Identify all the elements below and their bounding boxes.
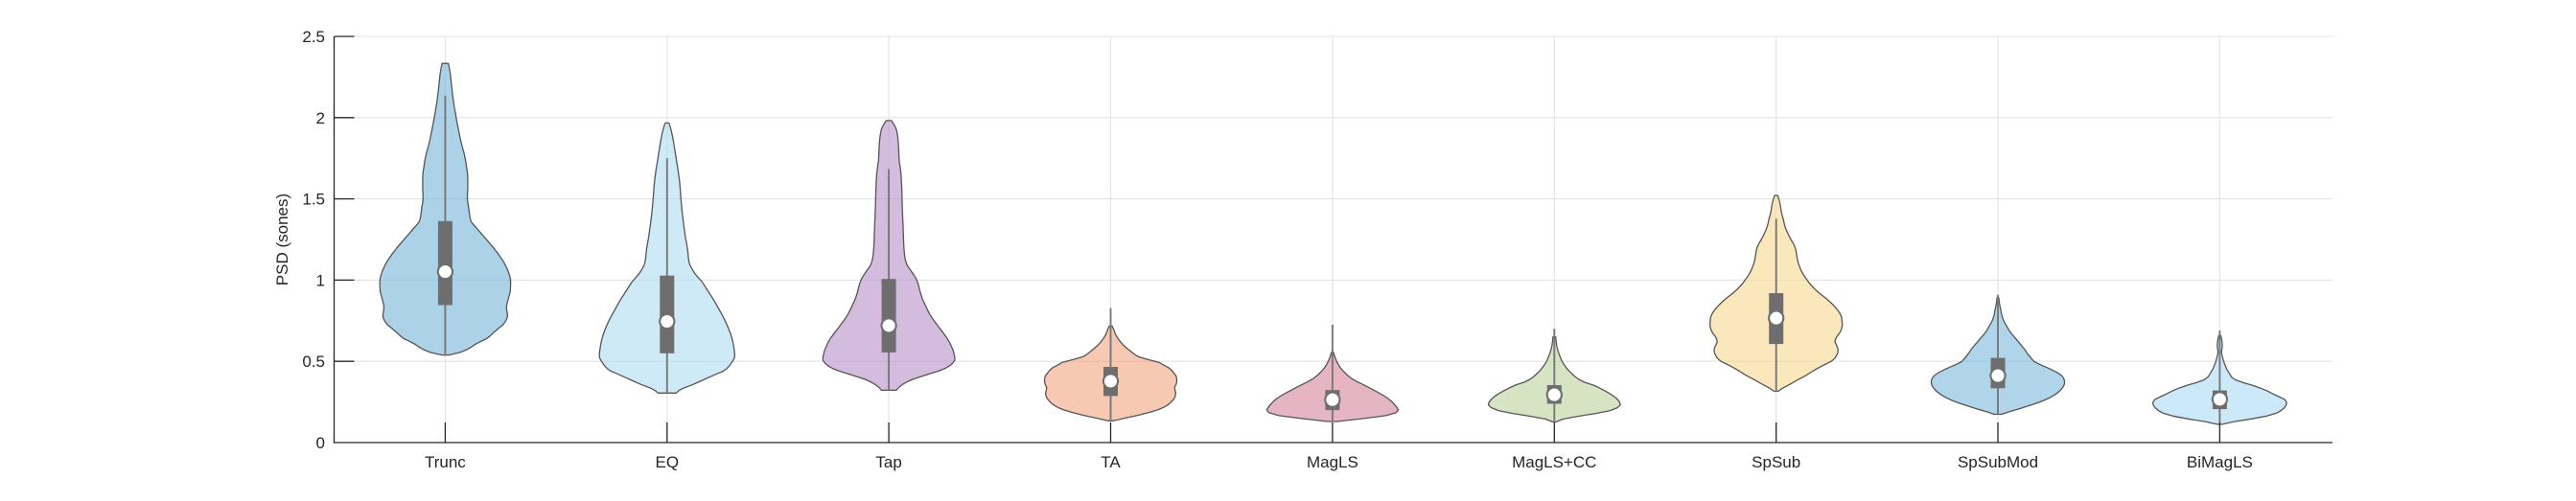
svg-text:MagLS: MagLS: [1307, 453, 1358, 471]
svg-text:Trunc: Trunc: [425, 453, 466, 471]
svg-text:0: 0: [316, 434, 325, 452]
svg-text:EQ: EQ: [656, 453, 680, 471]
svg-text:SpSubMod: SpSubMod: [1958, 453, 2038, 471]
svg-text:1: 1: [316, 271, 325, 289]
svg-text:PSD (sones): PSD (sones): [273, 194, 291, 285]
svg-text:2: 2: [316, 109, 325, 127]
svg-text:BiMagLS: BiMagLS: [2187, 453, 2253, 471]
svg-text:Tap: Tap: [875, 453, 901, 471]
svg-text:MagLS+CC: MagLS+CC: [1512, 453, 1596, 471]
svg-text:0.5: 0.5: [302, 353, 325, 371]
svg-text:1.5: 1.5: [302, 191, 325, 209]
svg-text:TA: TA: [1101, 453, 1121, 471]
svg-text:2.5: 2.5: [302, 28, 325, 46]
svg-text:SpSub: SpSub: [1752, 453, 1800, 471]
